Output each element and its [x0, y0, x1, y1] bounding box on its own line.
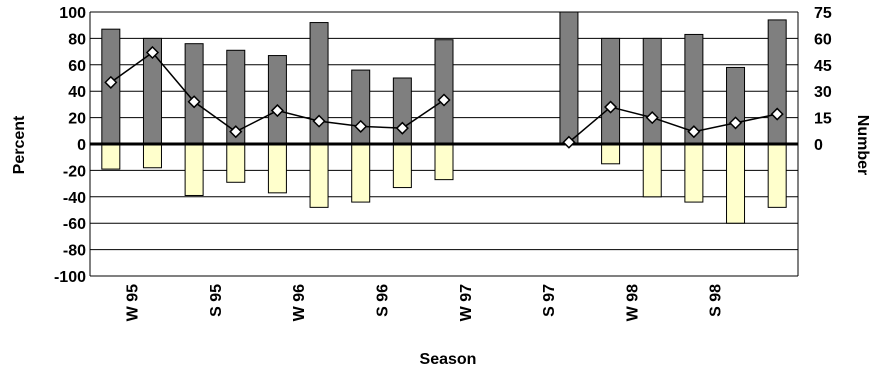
line-marker [687, 125, 701, 139]
x-tick-label: W 95 [125, 284, 142, 321]
line-marker [770, 107, 784, 121]
bar-negative [726, 143, 746, 224]
left-axis-label: Percent [11, 115, 28, 174]
x-axis: W 95 S 95 W 96 S 96 W 97 S 97 W 98 S 98 [125, 284, 725, 321]
right-tick-label: 60 [814, 31, 832, 48]
left-tick-label: -40 [63, 190, 86, 207]
x-tick-label: W 97 [458, 284, 475, 321]
x-tick-label: S 96 [375, 284, 392, 317]
line-marker [395, 121, 409, 135]
right-axis-label: Number [854, 115, 871, 175]
right-tick-label: 75 [814, 5, 832, 22]
bar-positive [267, 55, 287, 145]
bar-negative [351, 143, 371, 203]
left-tick-label: -60 [63, 216, 86, 233]
line-marker [562, 135, 576, 149]
x-tick-label: W 96 [291, 284, 308, 321]
left-tick-label: 60 [68, 58, 86, 75]
bar-negative [392, 143, 412, 189]
x-axis-label: Season [420, 351, 477, 368]
line-marker [354, 119, 368, 133]
right-tick-label: 45 [814, 58, 832, 75]
x-tick-label: S 98 [708, 284, 725, 317]
line-marker [270, 103, 284, 118]
bar-negative [226, 143, 246, 183]
bar-positive [642, 37, 662, 145]
left-tick-label: -20 [63, 163, 86, 180]
line-marker [604, 100, 618, 114]
series-line [568, 106, 778, 143]
x-tick-label: W 98 [624, 284, 641, 321]
line-marker [728, 116, 743, 130]
right-tick-label: 30 [814, 84, 832, 101]
left-axis: -100 -80 -60 -40 -20 0 20 40 60 80 100 [54, 5, 86, 286]
bar-positive [559, 11, 579, 145]
left-tick-label: 40 [68, 84, 86, 101]
bar-layer [101, 11, 787, 224]
right-tick-label: 15 [814, 111, 832, 128]
bar-negative [101, 143, 121, 170]
line-marker [437, 93, 451, 107]
bar-negative [767, 143, 787, 208]
left-tick-label: 100 [59, 5, 86, 22]
bar-positive [434, 39, 454, 145]
line-marker [645, 111, 659, 125]
line-marker [145, 45, 160, 60]
left-tick-label: 20 [68, 111, 86, 128]
left-tick-label: -100 [54, 269, 86, 286]
line-marker [229, 125, 243, 139]
line-marker [312, 114, 326, 128]
right-tick-label: 0 [814, 137, 823, 154]
bar-negative [267, 143, 287, 194]
line-layer [104, 45, 784, 149]
bar-negative [142, 143, 162, 169]
left-tick-label: 80 [68, 31, 86, 48]
bar-positive [601, 37, 621, 145]
line-marker [104, 75, 118, 89]
bar-negative [684, 143, 704, 203]
bar-negative [184, 143, 204, 196]
left-tick-label: -80 [63, 243, 86, 260]
x-tick-label: S 97 [541, 284, 558, 317]
line-marker [187, 95, 201, 109]
x-tick-label: S 95 [208, 284, 225, 317]
bar-negative [309, 143, 329, 208]
bar-negative [642, 143, 662, 198]
bar-positive [767, 19, 787, 145]
bar-negative [601, 143, 621, 165]
left-tick-label: 0 [77, 137, 86, 154]
right-axis: 0 15 30 45 60 75 [814, 5, 832, 154]
bar-positive [726, 66, 746, 145]
bar-negative [434, 143, 454, 181]
